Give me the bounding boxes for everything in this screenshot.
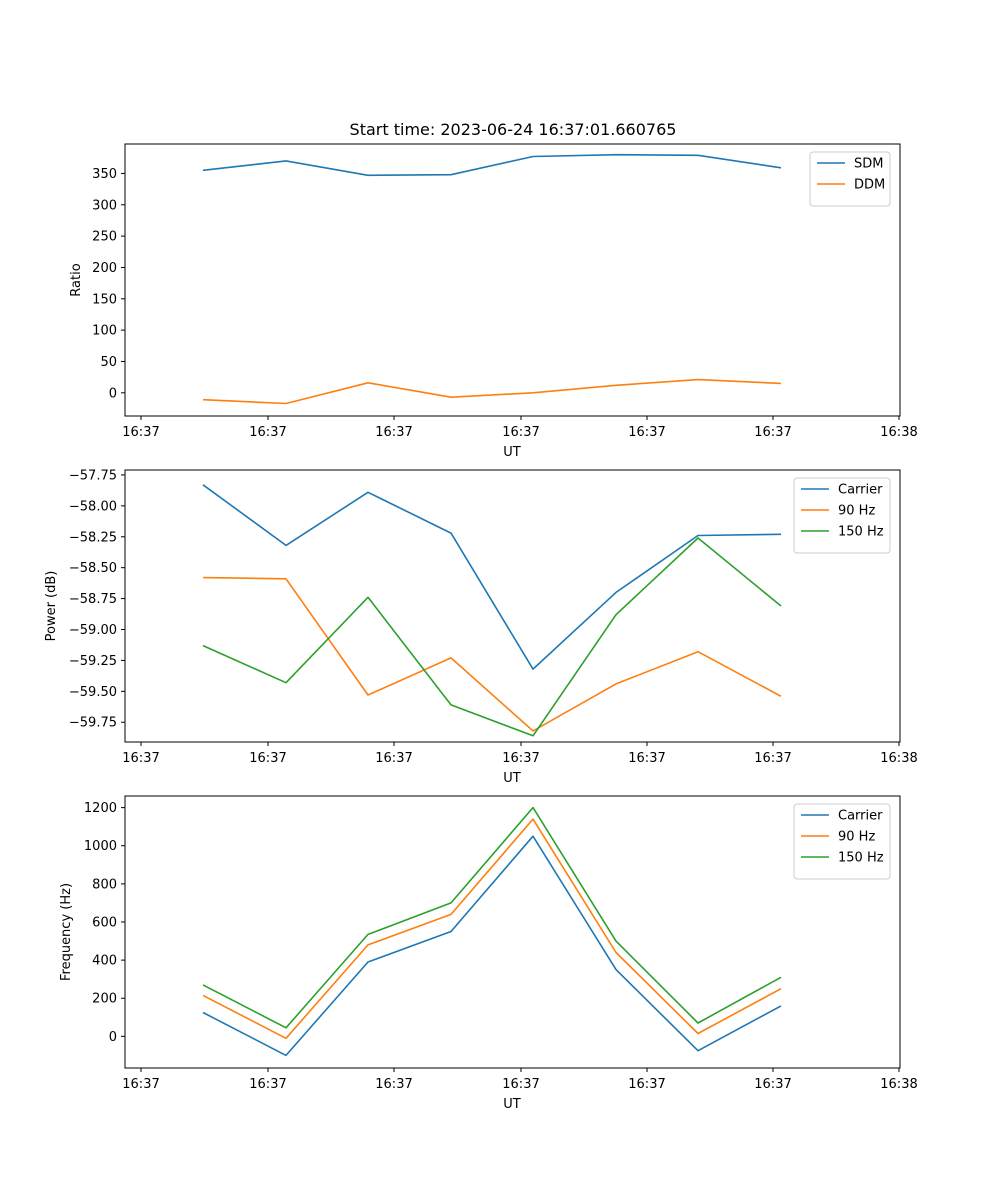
legend-label: Carrier [838,809,883,824]
y-axis-label: Ratio [69,263,84,296]
legend: Carrier 90 Hz 150 Hz [793,477,891,554]
ratio-panel: Start time: 2023-06-24 16:37:01.660765 U… [69,120,918,460]
x-tick-label: 16:37 [249,425,286,440]
x-tick-label: 16:37 [754,751,791,766]
x-tick-label: 16:37 [754,425,791,440]
series-line-ddm [202,378,782,405]
x-tick-label: 16:37 [628,425,665,440]
legend-label: 150 Hz [838,525,884,540]
y-tick-label: 1000 [84,839,117,854]
y-tick-label: 1200 [84,801,117,816]
y-tick-label: 0 [109,386,117,401]
x-tick-label: 16:37 [249,751,286,766]
series-line-carrier [202,835,782,1057]
y-tick-label: 200 [92,261,117,276]
x-tick-label: 16:38 [880,751,917,766]
x-tick-label: 16:37 [754,1077,791,1092]
y-tick-label: 50 [100,355,117,370]
y-tick-label: −59.00 [69,623,117,638]
legend: SDM DDM [809,151,891,207]
series-line-90-hz [202,818,782,1040]
x-tick-label: 16:38 [880,425,917,440]
y-tick-label: −57.75 [69,468,117,483]
y-tick-label: 100 [92,324,117,339]
frequency-panel: UT Frequency (Hz) 16:37 16:37 16:37 16:37 16… [59,795,918,1112]
plot-area [124,469,901,743]
plot-area [124,143,901,417]
y-tick-label: −59.25 [69,654,117,669]
y-tick-label: −59.75 [69,716,117,731]
series-line-sdm [202,153,782,177]
x-tick-label: 16:37 [122,1077,159,1092]
y-tick-label: 350 [92,167,117,182]
x-tick-label: 16:37 [628,1077,665,1092]
y-tick-label: 0 [109,1030,117,1045]
legend-box [809,151,891,207]
y-tick-label: −58.50 [69,561,117,576]
y-tick-label: 250 [92,230,117,245]
y-tick-label: −59.50 [69,685,117,700]
y-tick-label: −58.75 [69,592,117,607]
legend-label: 90 Hz [838,504,875,519]
x-tick-label: 16:37 [122,751,159,766]
y-tick-label: −58.25 [69,530,117,545]
y-tick-label: 300 [92,198,117,213]
legend-box [793,477,891,554]
x-tick-label: 16:37 [502,1077,539,1092]
legend-label: SDM [854,157,883,172]
x-tick-label: 16:37 [375,751,412,766]
y-tick-label: 600 [92,915,117,930]
legend-label: 150 Hz [838,851,884,866]
x-tick-label: 16:37 [375,1077,412,1092]
series-line-90-hz [202,576,782,732]
legend-label: 90 Hz [838,830,875,845]
x-tick-label: 16:37 [249,1077,286,1092]
x-axis-label: UT [503,1097,521,1112]
y-tick-label: −58.00 [69,499,117,514]
x-tick-label: 16:37 [502,751,539,766]
series-line-carrier [202,484,782,670]
y-tick-label: 400 [92,954,117,969]
x-tick-label: 16:37 [502,425,539,440]
x-axis-label: UT [503,445,521,460]
y-axis-label: Power (dB) [44,571,59,642]
figure-title: Start time: 2023-06-24 16:37:01.660765 [350,120,677,139]
x-tick-label: 16:37 [628,751,665,766]
legend-label: Carrier [838,483,883,498]
y-tick-label: 150 [92,292,117,307]
legend: Carrier 90 Hz 150 Hz [793,803,891,880]
series-line-150-hz [202,806,782,1029]
series-line-150-hz [202,537,782,737]
x-tick-label: 16:37 [375,425,412,440]
plot-area [124,795,901,1069]
legend-box [793,803,891,880]
x-tick-label: 16:38 [880,1077,917,1092]
y-axis-label: Frequency (Hz) [59,883,74,981]
x-axis-label: UT [503,771,521,786]
power-panel: UT Power (dB) 16:37 16:37 16:37 16:37 16:37 1… [44,468,918,786]
legend-label: DDM [854,178,885,193]
y-tick-label: 800 [92,877,117,892]
y-tick-label: 200 [92,992,117,1007]
x-tick-label: 16:37 [122,425,159,440]
